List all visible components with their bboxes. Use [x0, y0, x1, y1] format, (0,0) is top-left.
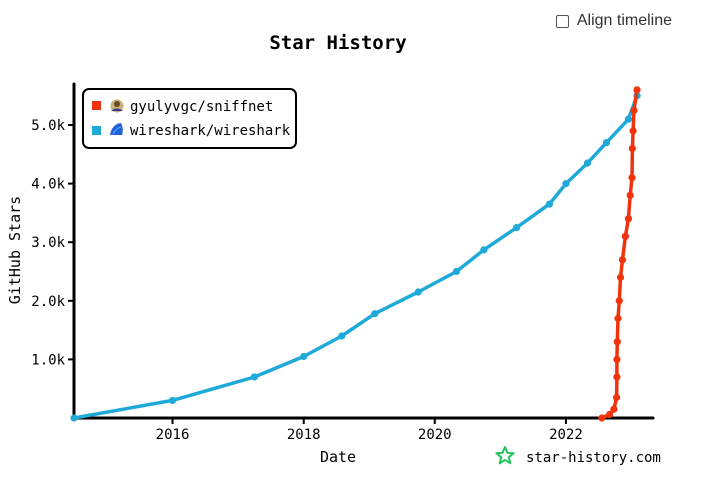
data-point [414, 288, 422, 296]
align-timeline-checkbox[interactable] [555, 14, 569, 28]
data-point [545, 200, 554, 208]
y-axis-label: GitHub Stars [6, 196, 24, 304]
data-point [621, 232, 629, 240]
y-axis-ticks: 1.0k 2.0k 3.0k 4.0k 5.0k [31, 118, 74, 368]
data-point [480, 246, 488, 254]
data-point [628, 144, 636, 153]
data-point [338, 332, 346, 340]
series-gyulyvgc-sniffnet [598, 86, 641, 422]
data-point [612, 393, 621, 402]
data-point [629, 127, 637, 135]
x-tick-label: 2022 [549, 427, 583, 443]
x-tick-label: 2020 [418, 427, 452, 443]
series-wireshark-wireshark [70, 92, 641, 422]
y-tick-label: 2.0k [31, 294, 65, 310]
data-point [630, 106, 638, 114]
data-point [624, 115, 633, 123]
data-point [598, 414, 606, 422]
avatar [110, 99, 124, 113]
data-point [618, 256, 627, 264]
data-point [624, 215, 633, 223]
x-tick-label: 2018 [287, 427, 321, 443]
legend: gyulyvgc/sniffnet wireshark/wireshark [82, 88, 297, 149]
y-tick-label: 4.0k [31, 177, 65, 193]
x-axis-label: Date [320, 448, 356, 466]
x-axis-ticks: 2016 2018 2020 2022 [156, 418, 583, 443]
data-point [70, 414, 78, 422]
brand-watermark[interactable]: star-history.com [495, 446, 661, 466]
data-point [633, 86, 641, 94]
data-point [613, 338, 621, 346]
data-point [602, 138, 611, 147]
legend-swatch-wireshark [92, 126, 101, 135]
star-icon [495, 446, 515, 465]
align-timeline-control[interactable]: Align timeline [555, 12, 672, 30]
data-point [615, 297, 623, 305]
legend-label-sniffnet: gyulyvgc/sniffnet [130, 99, 273, 115]
data-point [512, 223, 521, 232]
data-point [626, 191, 634, 199]
data-point [168, 396, 177, 405]
data-point [371, 310, 379, 318]
data-point [605, 410, 614, 419]
align-timeline-label: Align timeline [576, 12, 672, 29]
data-point [628, 174, 636, 182]
data-point [452, 267, 461, 276]
x-tick-label: 2016 [156, 427, 190, 443]
data-point [613, 355, 621, 364]
data-point [613, 373, 621, 381]
data-point [250, 373, 258, 381]
y-tick-label: 1.0k [31, 352, 65, 368]
legend-box [82, 88, 297, 149]
legend-label-wireshark: wireshark/wireshark [130, 123, 291, 139]
data-point [616, 273, 625, 281]
legend-swatch-sniffnet [92, 101, 101, 110]
chart-title: Star History [269, 32, 406, 54]
series-line [72, 93, 639, 420]
data-point [562, 180, 570, 188]
brand-text: star-history.com [526, 450, 661, 466]
series-layer [70, 86, 641, 422]
data-point [610, 405, 618, 413]
data-point [583, 159, 592, 167]
data-point [300, 352, 308, 361]
y-tick-label: 3.0k [31, 235, 65, 251]
y-tick-label: 5.0k [31, 118, 65, 134]
avatar [110, 123, 123, 135]
data-point [614, 314, 622, 322]
